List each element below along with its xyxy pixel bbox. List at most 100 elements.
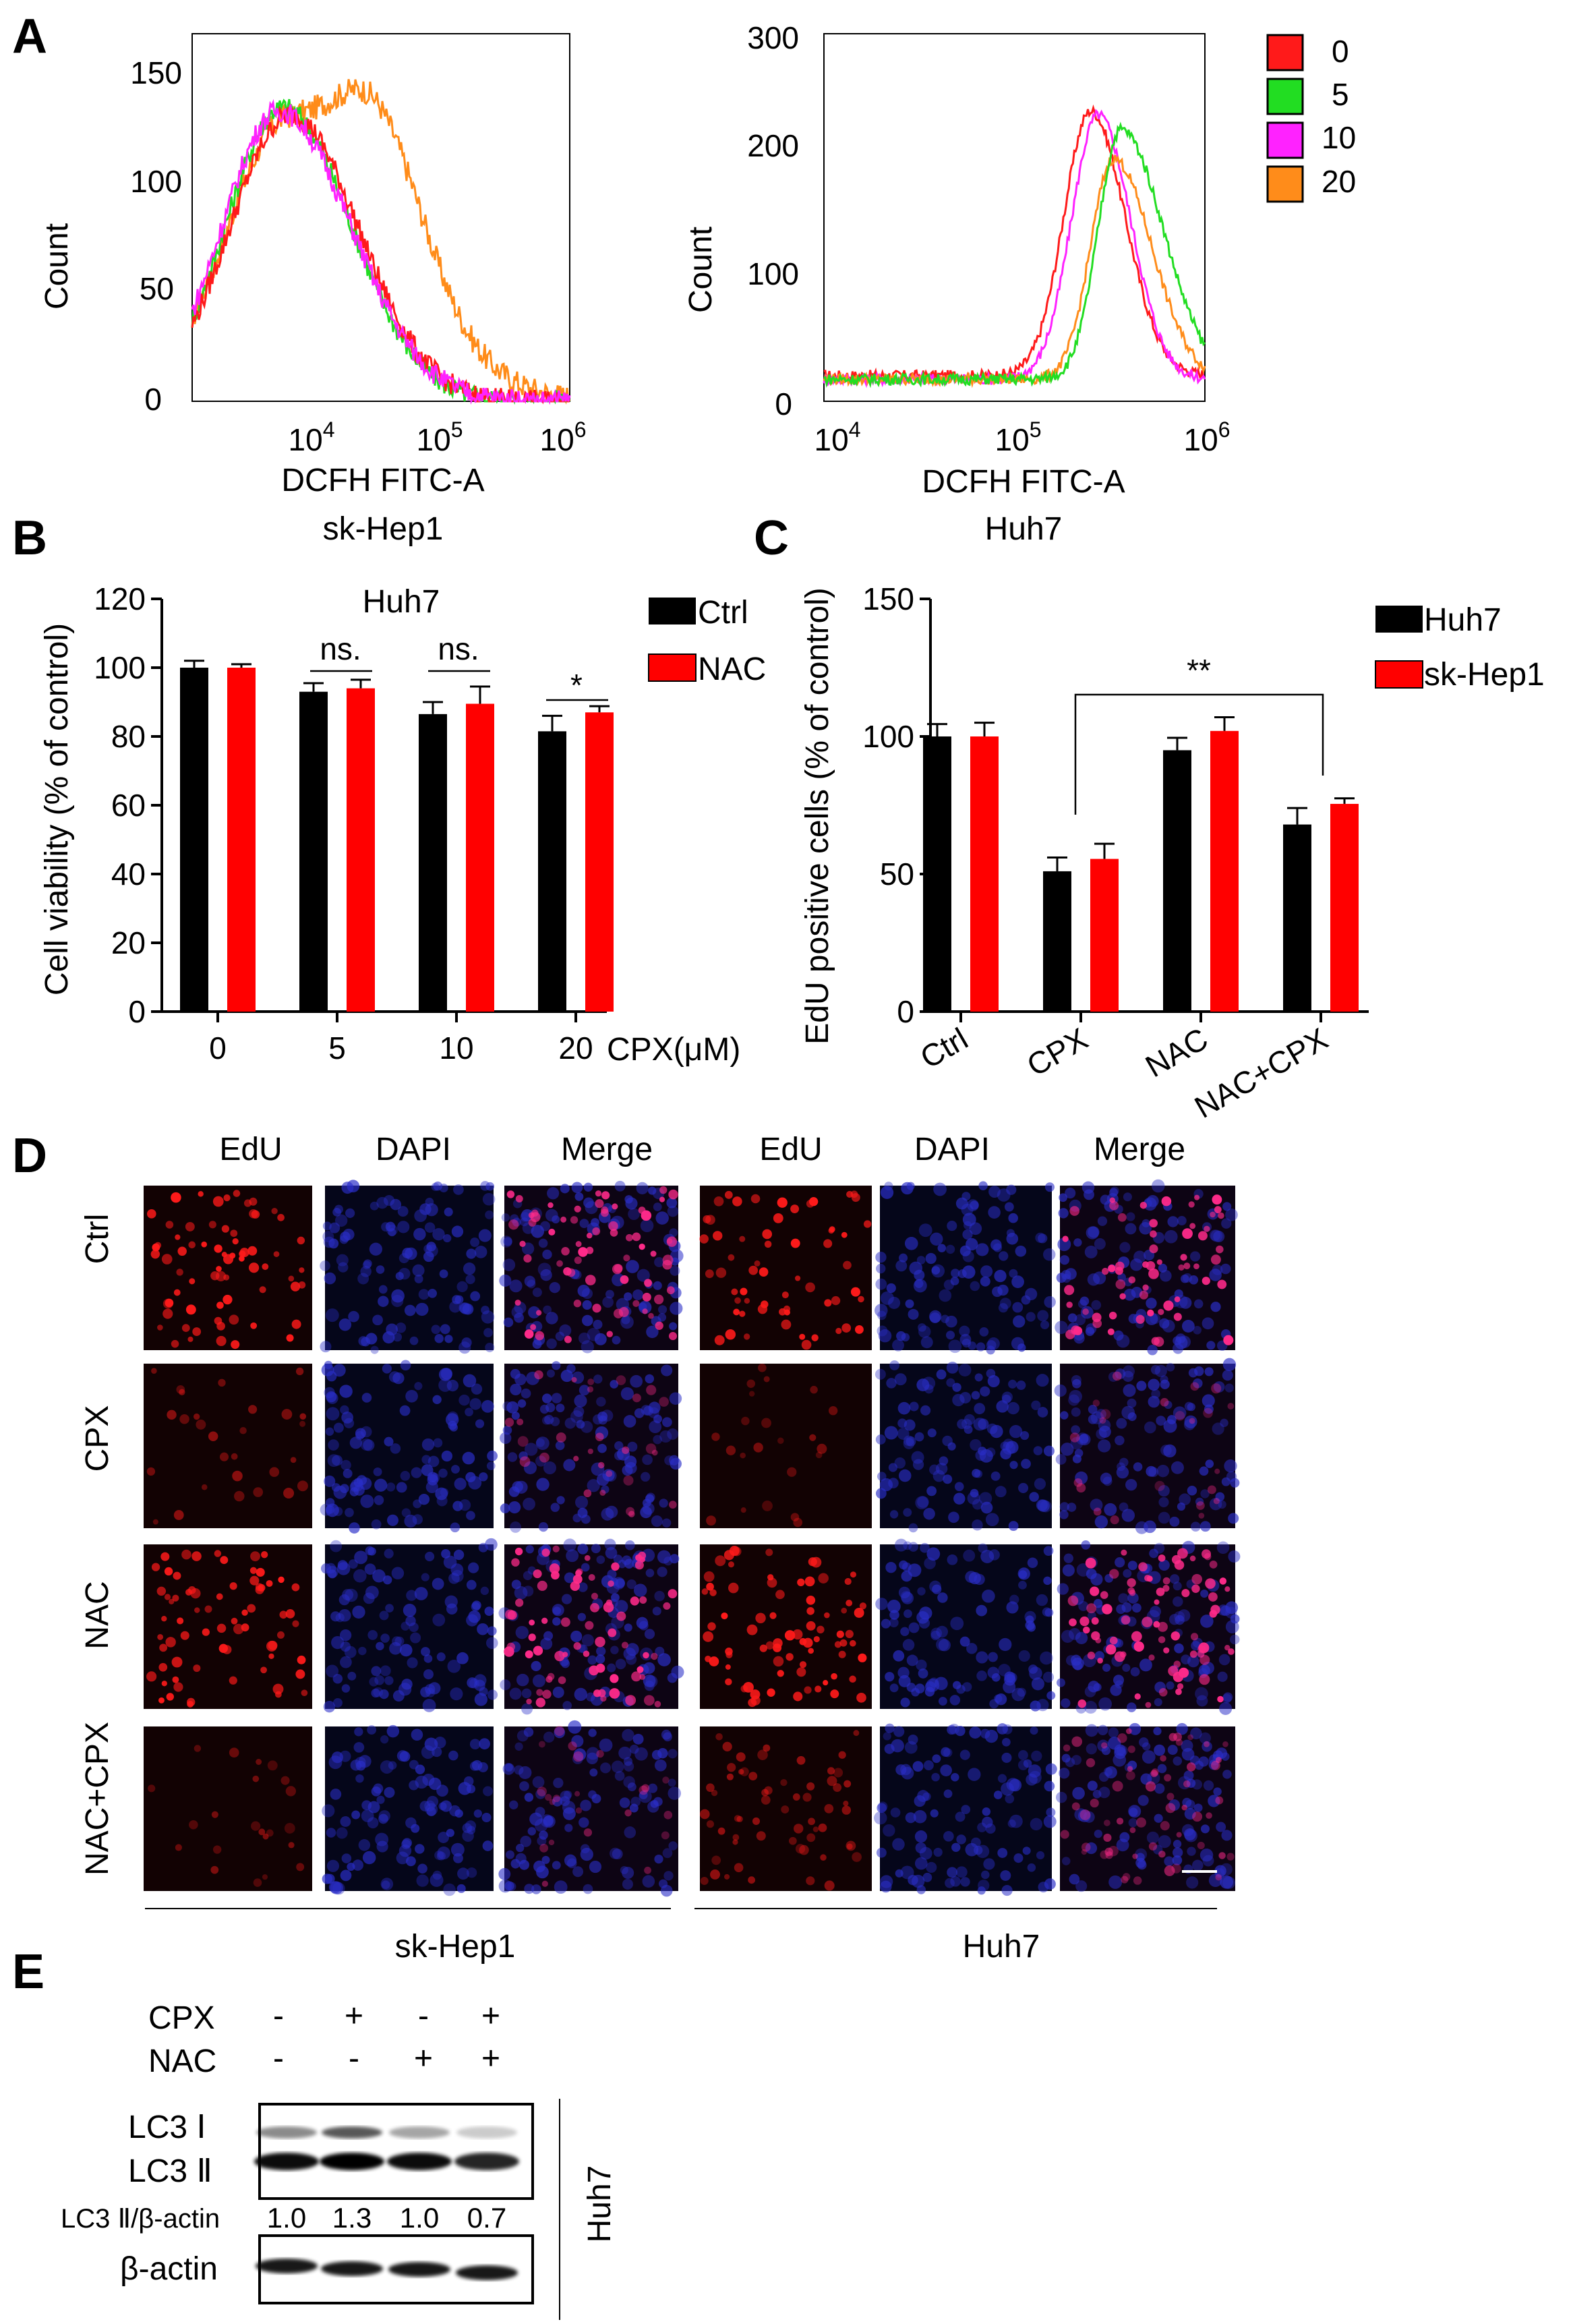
dapi-nucleus — [423, 1654, 433, 1663]
dapi-nucleus — [536, 1865, 549, 1879]
dapi-nucleus — [520, 1836, 532, 1847]
edu-positive-cell — [560, 1216, 567, 1223]
edu-positive-cell — [1205, 1578, 1216, 1589]
edu-positive-cell — [817, 1625, 825, 1634]
dapi-nucleus — [521, 1209, 534, 1222]
dapi-nucleus — [645, 1374, 655, 1384]
dapi-nucleus — [879, 1880, 892, 1893]
dapi-nucleus — [610, 1646, 619, 1654]
edu-positive-cell — [272, 1683, 284, 1695]
dapi-nucleus — [1044, 1608, 1054, 1617]
dapi-nucleus — [409, 1760, 419, 1770]
dapi-nucleus — [911, 1874, 925, 1888]
dapi-nucleus — [566, 1549, 579, 1563]
dapi-nucleus — [970, 1439, 982, 1451]
dapi-nucleus — [1135, 1853, 1145, 1862]
edu-positive-cell — [146, 1209, 156, 1219]
dapi-nucleus — [326, 1565, 338, 1578]
dapi-nucleus — [1085, 1724, 1098, 1737]
dapi-nucleus — [1021, 1295, 1031, 1305]
dapi-nucleus — [331, 1635, 345, 1650]
edu-positive-cell — [1189, 1418, 1195, 1424]
dapi-nucleus — [527, 1279, 536, 1289]
chart-b-bar — [466, 703, 494, 1012]
edu-positive-cell — [732, 1196, 742, 1207]
edu-positive-cell — [1120, 1651, 1127, 1658]
hist-right-ytick-200: 200 — [747, 128, 799, 163]
dapi-nucleus — [415, 1764, 425, 1774]
edu-positive-cell — [841, 1323, 852, 1333]
edu-positive-cell — [229, 1747, 239, 1758]
dapi-nucleus — [936, 1625, 949, 1638]
micrograph-tile — [144, 1186, 312, 1350]
edu-positive-cell — [1210, 1760, 1220, 1770]
dapi-nucleus — [341, 1182, 354, 1194]
dapi-nucleus — [524, 1884, 535, 1894]
edu-positive-cell — [1121, 1615, 1131, 1625]
dapi-nucleus — [881, 1619, 891, 1629]
dapi-nucleus — [1100, 1472, 1113, 1484]
edu-positive-cell — [537, 1580, 547, 1591]
dapi-nucleus — [1084, 1700, 1098, 1714]
dapi-nucleus — [421, 1464, 434, 1476]
dapi-nucleus — [1055, 1454, 1067, 1465]
dapi-nucleus — [920, 1542, 930, 1553]
dapi-nucleus — [583, 1197, 594, 1209]
micrograph-tile — [700, 1363, 872, 1528]
edu-positive-cell — [1117, 1213, 1127, 1222]
dapi-nucleus — [473, 1809, 482, 1818]
dapi-nucleus — [1030, 1818, 1043, 1831]
dapi-nucleus — [544, 1414, 554, 1425]
legend-label-10: 10 — [1322, 120, 1356, 155]
dapi-nucleus — [948, 1339, 962, 1354]
dapi-nucleus — [959, 1749, 970, 1760]
panel-label-c: C — [754, 511, 789, 565]
dapi-nucleus — [1196, 1695, 1208, 1707]
micrograph-tile — [322, 1724, 494, 1896]
edu-positive-cell — [1149, 1244, 1158, 1254]
edu-positive-cell — [806, 1833, 816, 1842]
chart-c-bar — [1283, 824, 1311, 1012]
dapi-nucleus — [633, 1584, 647, 1597]
dapi-nucleus — [516, 1673, 529, 1687]
dapi-nucleus — [1006, 1229, 1015, 1238]
dapi-nucleus — [1187, 1486, 1197, 1496]
edu-positive-cell — [566, 1268, 576, 1277]
edu-positive-cell — [1117, 1733, 1127, 1743]
dapi-nucleus — [1153, 1726, 1162, 1736]
lc3ii-band — [320, 2153, 384, 2170]
dapi-nucleus — [358, 1839, 371, 1851]
dapi-nucleus — [618, 1746, 632, 1760]
edu-positive-cell — [801, 1339, 812, 1350]
edu-positive-cell — [824, 1299, 832, 1307]
dapi-nucleus — [433, 1438, 443, 1448]
edu-positive-cell — [268, 1640, 278, 1650]
dapi-nucleus — [661, 1518, 672, 1528]
dapi-nucleus — [354, 1550, 368, 1565]
edu-positive-cell — [601, 1206, 609, 1214]
edu-positive-cell — [663, 1811, 673, 1820]
edu-positive-cell — [526, 1698, 532, 1705]
dapi-nucleus — [903, 1419, 916, 1431]
edu-positive-cell — [853, 1730, 860, 1737]
dapi-nucleus — [336, 1254, 349, 1267]
dapi-nucleus — [980, 1501, 993, 1514]
dapi-nucleus — [981, 1870, 990, 1880]
dapi-nucleus — [947, 1442, 956, 1451]
edu-positive-cell — [843, 1780, 852, 1788]
edu-positive-cell — [1112, 1371, 1122, 1381]
dapi-nucleus — [1017, 1760, 1029, 1770]
col-header-merge-2: Merge — [1094, 1132, 1185, 1167]
dapi-nucleus — [1159, 1318, 1170, 1329]
edu-positive-cell — [255, 1583, 264, 1592]
dapi-nucleus — [1046, 1807, 1056, 1818]
dapi-nucleus — [597, 1411, 608, 1422]
edu-positive-cell — [548, 1839, 555, 1846]
dapi-nucleus — [373, 1467, 382, 1476]
dapi-nucleus — [338, 1262, 349, 1273]
edu-positive-cell — [595, 1199, 604, 1209]
edu-positive-cell — [1181, 1668, 1189, 1677]
dapi-nucleus — [1001, 1391, 1013, 1403]
dapi-nucleus — [938, 1697, 947, 1706]
edu-positive-cell — [1109, 1197, 1115, 1203]
